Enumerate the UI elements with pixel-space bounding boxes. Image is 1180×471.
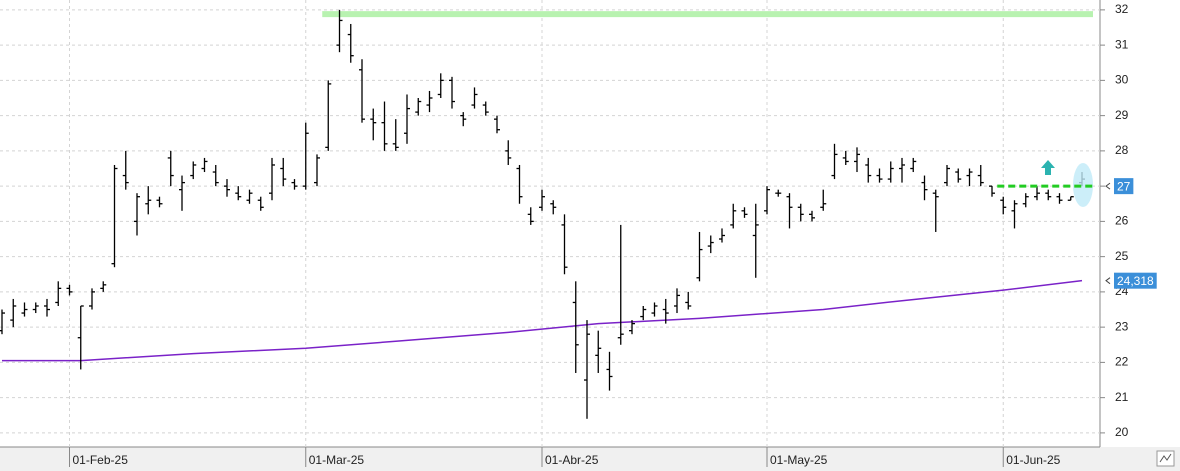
y-tick-label: 23 [1115,319,1129,333]
price-pointer [1105,277,1111,285]
up-arrow [1041,160,1055,175]
price-label-box [1114,272,1157,289]
y-tick-label: 25 [1115,249,1129,263]
y-tick-label: 20 [1115,425,1129,439]
y-tick-label: 22 [1115,355,1129,369]
x-tick-label: 01-Jun-25 [1006,453,1060,467]
y-tick-label: 31 [1115,37,1129,51]
foreground: 27 24,318 [997,178,1157,289]
y-tick-label: 21 [1115,390,1129,404]
price-pointer [1105,182,1111,190]
zoom-icon [1159,453,1172,463]
x-tick-label: 01-May-25 [770,453,828,467]
x-tick-label: 01-Mar-25 [309,453,365,467]
moving-average-line [2,279,1083,362]
y-tick-label: 30 [1115,73,1129,87]
highlight-ellipse [1073,163,1093,207]
y-tick-label: 32 [1115,2,1129,16]
x-tick-label: 01-Abr-25 [545,453,599,467]
price-label-box [1114,178,1134,195]
price-label: 27 [1117,179,1131,193]
y-tick-label: 28 [1115,143,1129,157]
y-tick-label: 26 [1115,214,1129,228]
price-label: 24,318 [1117,274,1154,288]
plot-area: 2021222324252627282930313201-Feb-2501-Ma… [0,0,1129,467]
x-axis-panel [0,447,1180,471]
x-tick-label: 01-Feb-25 [73,453,129,467]
y-tick-label: 29 [1115,108,1129,122]
